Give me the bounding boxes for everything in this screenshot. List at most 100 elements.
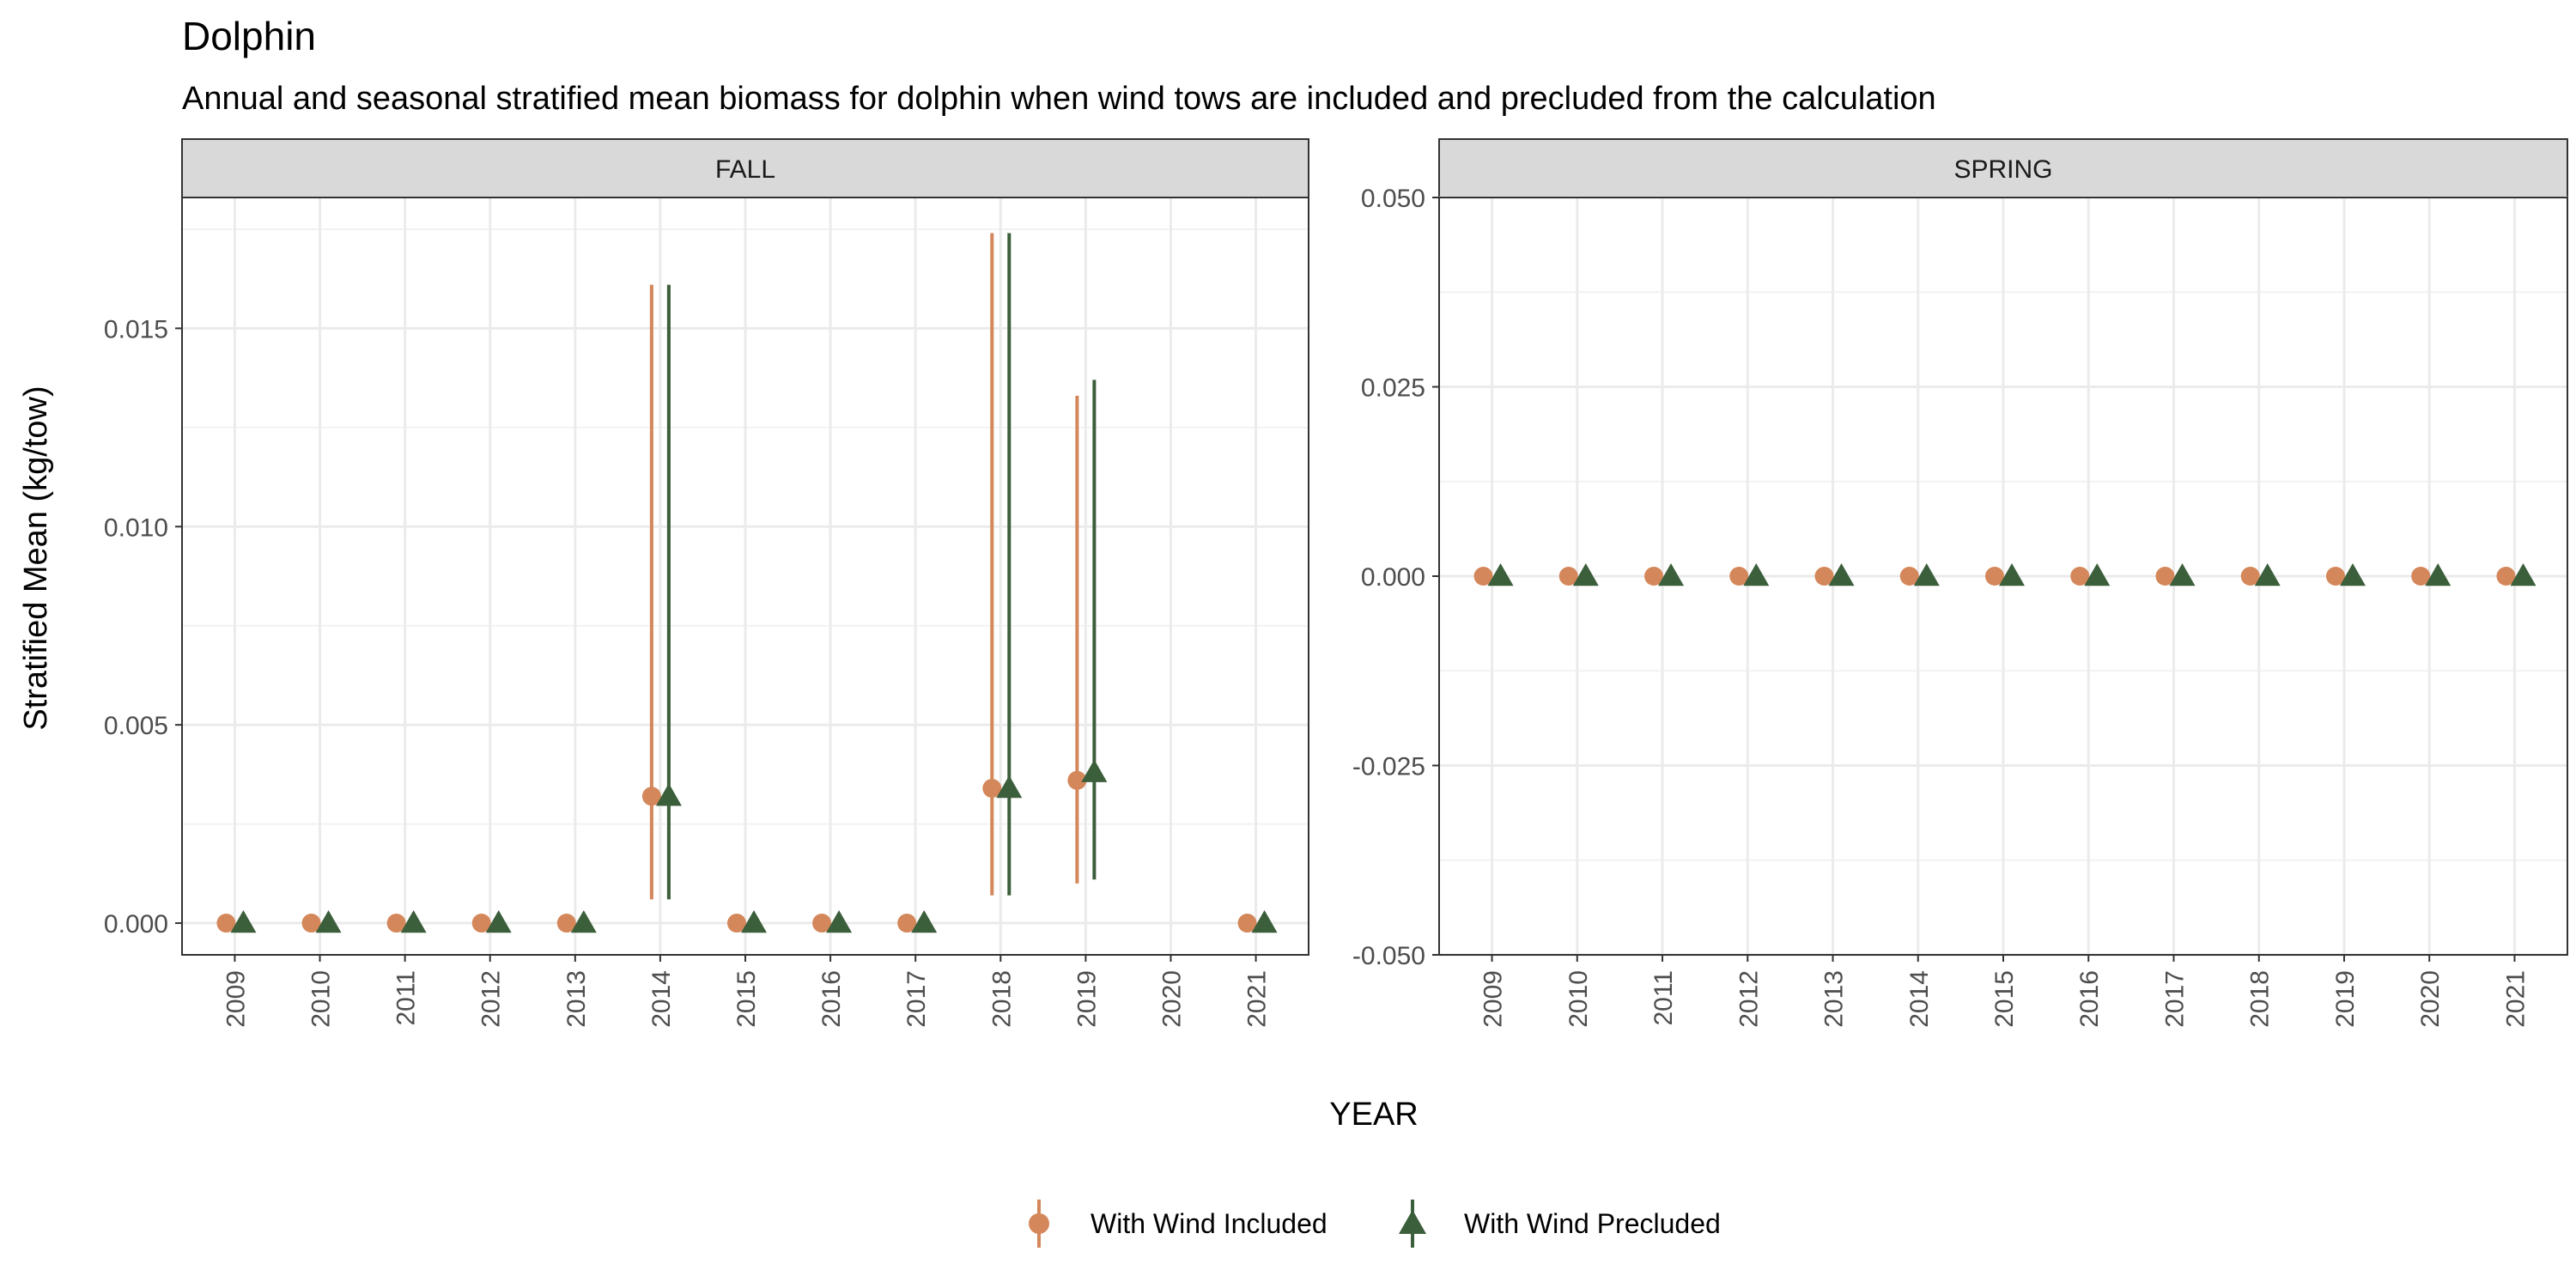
legend-item: With Wind Included	[1029, 1200, 1327, 1248]
data-point-triangle	[315, 910, 342, 933]
data-point-triangle	[1081, 759, 1108, 782]
data-point-triangle	[2510, 563, 2537, 586]
data-point-circle	[1814, 567, 1834, 586]
chart-subtitle: Annual and seasonal stratified mean biom…	[182, 81, 1936, 117]
x-tick-label: 2020	[1157, 970, 1186, 1028]
data-point-circle	[727, 914, 746, 933]
facet-strip	[1438, 138, 2568, 198]
x-tick-label: 2014	[647, 970, 676, 1028]
data-point-triangle	[1743, 563, 1770, 586]
x-tick-label: 2010	[307, 970, 336, 1028]
x-tick-label: 2016	[2075, 970, 2104, 1028]
data-point-circle	[897, 914, 917, 933]
x-tick-label: 2019	[1072, 970, 1101, 1028]
x-tick-label: 2009	[1479, 970, 1508, 1028]
panel-border	[1438, 197, 2568, 956]
data-point-circle	[386, 914, 406, 933]
data-point-triangle	[230, 910, 257, 933]
data-point-triangle	[570, 910, 597, 933]
data-point-circle	[556, 914, 576, 933]
data-point-circle	[1985, 567, 2004, 586]
data-point-circle	[1473, 567, 1493, 586]
x-tick-label: 2018	[2246, 970, 2275, 1028]
y-tick-label: 0.010	[104, 513, 168, 542]
data-point-triangle	[1913, 563, 1940, 586]
series-with-wind-precluded	[1487, 563, 2537, 586]
data-point-triangle	[741, 910, 767, 933]
x-tick-label: 2021	[2501, 970, 2530, 1028]
x-axis-title: YEAR	[1329, 1097, 1418, 1133]
series-with-wind-precluded	[230, 233, 1278, 933]
data-point-circle	[1899, 567, 1919, 586]
legend-label: With Wind Included	[1091, 1208, 1327, 1239]
x-tick-label: 2013	[562, 970, 591, 1028]
data-point-circle	[2325, 567, 2345, 586]
data-point-circle	[2411, 567, 2431, 586]
data-point-circle	[1237, 914, 1257, 933]
data-point-triangle	[2425, 563, 2451, 586]
data-point-circle	[216, 914, 236, 933]
panel-fall: FALL 0.000 0.005 0.010 0.015 2009 2010 2011 2012…	[104, 138, 1309, 1028]
data-point-circle	[1558, 567, 1578, 586]
y-tick-label: -0.025	[1352, 753, 1425, 781]
x-tick-label: 2019	[2331, 970, 2360, 1028]
legend-label: With Wind Precluded	[1464, 1208, 1721, 1239]
legend: With Wind Included With Wind Precluded	[1029, 1200, 1721, 1248]
data-point-triangle	[826, 910, 853, 933]
data-point-circle	[1729, 567, 1749, 586]
x-tick-label: 2021	[1243, 970, 1272, 1028]
data-point-triangle	[911, 910, 938, 933]
data-point-triangle	[1658, 563, 1685, 586]
data-point-triangle	[2254, 563, 2281, 586]
facet-panels: FALL 0.000 0.005 0.010 0.015 2009 2010 2011 2012…	[104, 138, 2568, 1028]
y-tick-label: 0.050	[1361, 185, 1425, 213]
x-tick-label: 2013	[1820, 970, 1849, 1028]
y-axis-title: Stratified Mean (kg/tow)	[18, 386, 54, 730]
data-point-triangle	[400, 910, 427, 933]
data-point-triangle	[996, 775, 1023, 799]
panel-spring: SPRING -0.050 -0.025 0.000 0.025 0.050 2009 201…	[1352, 138, 2568, 1028]
data-point-triangle	[2339, 563, 2366, 586]
y-tick-label: 0.000	[1361, 563, 1425, 592]
data-point-triangle	[1487, 563, 1514, 586]
data-point-circle	[2155, 567, 2175, 586]
x-tick-label: 2011	[392, 970, 421, 1026]
y-tick-label: 0.005	[104, 712, 168, 740]
x-tick-label: 2017	[902, 970, 931, 1028]
data-point-triangle	[1572, 563, 1599, 586]
facet-strip-label: FALL	[715, 155, 775, 184]
data-point-circle	[1644, 567, 1664, 586]
x-tick-label: 2012	[1735, 970, 1763, 1028]
y-tick-label: -0.050	[1352, 942, 1425, 970]
x-tick-label: 2018	[987, 970, 1016, 1028]
x-tick-label: 2014	[1905, 970, 1934, 1028]
x-tick-label: 2016	[817, 970, 846, 1028]
data-point-circle	[812, 914, 832, 933]
y-tick-label: 0.025	[1361, 374, 1425, 403]
series-with-wind-included	[1473, 567, 2516, 586]
data-point-circle	[301, 914, 321, 933]
legend-key-triangle	[1399, 1210, 1426, 1234]
x-tick-label: 2009	[222, 970, 250, 1028]
data-point-triangle	[1251, 910, 1278, 933]
data-point-circle	[2070, 567, 2090, 586]
data-point-circle	[2240, 567, 2260, 586]
data-point-triangle	[1999, 563, 2025, 586]
data-point-triangle	[2084, 563, 2111, 586]
data-point-circle	[2496, 567, 2516, 586]
y-tick-label: 0.015	[104, 315, 168, 343]
x-tick-label: 2010	[1564, 970, 1593, 1028]
panel-border	[181, 197, 1309, 956]
chart-title: Dolphin	[182, 14, 316, 58]
x-tick-label: 2015	[732, 970, 761, 1028]
facet-strip-label: SPRING	[1953, 155, 2052, 184]
data-point-circle	[641, 787, 661, 806]
x-tick-label: 2015	[1990, 970, 2019, 1028]
series-with-wind-included	[216, 233, 1257, 933]
data-point-triangle	[1828, 563, 1855, 586]
data-point-triangle	[655, 783, 682, 806]
data-point-triangle	[485, 910, 512, 933]
legend-key-circle	[1029, 1213, 1049, 1234]
y-tick-label: 0.000	[104, 910, 168, 939]
